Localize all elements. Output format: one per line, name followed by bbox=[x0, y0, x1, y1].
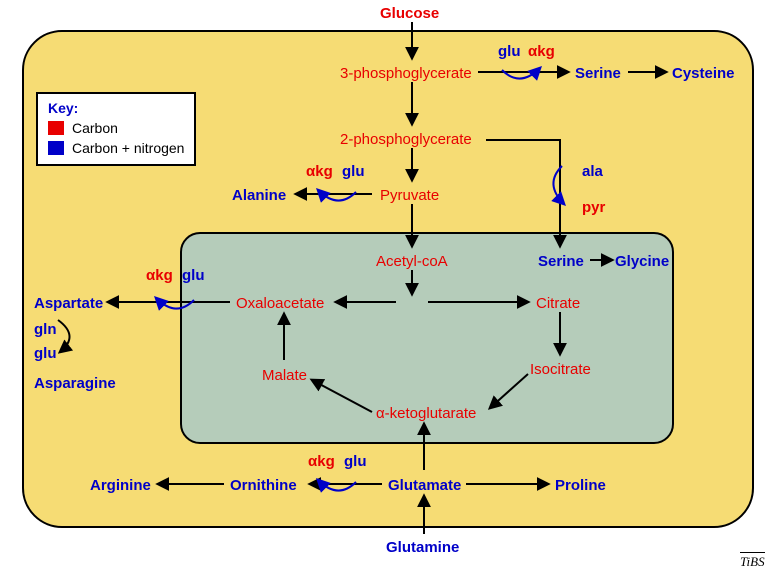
node-oaa: Oxaloacetate bbox=[236, 296, 324, 311]
node-gln: gln bbox=[34, 322, 57, 337]
node-malate: Malate bbox=[262, 368, 307, 383]
arrow-a11 bbox=[490, 374, 528, 408]
curve-c3 bbox=[553, 166, 564, 204]
legend-label: Carbon bbox=[72, 120, 118, 136]
node-glutamate: Glutamate bbox=[388, 478, 461, 493]
node-ala: ala bbox=[582, 164, 603, 179]
legend-row: Carbon bbox=[48, 120, 184, 136]
diagram-stage: Key: Carbon Carbon + nitrogen Glucose 3-ph… bbox=[0, 0, 780, 570]
arrow-a12 bbox=[312, 380, 372, 412]
node-glycine: Glycine bbox=[615, 254, 669, 269]
node-serine2: Serine bbox=[538, 254, 584, 269]
legend-row: Carbon + nitrogen bbox=[48, 140, 184, 156]
node-pyruvate: Pyruvate bbox=[380, 188, 439, 203]
legend-title: Key: bbox=[48, 100, 184, 116]
node-alanine: Alanine bbox=[232, 188, 286, 203]
curve-c5 bbox=[58, 320, 70, 352]
node-serine1: Serine bbox=[575, 66, 621, 81]
node-acoa: Acetyl-coA bbox=[376, 254, 448, 269]
node-glu2: glu bbox=[342, 164, 365, 179]
node-3pg: 3-phosphoglycerate bbox=[340, 66, 472, 81]
legend-box: Key: Carbon Carbon + nitrogen bbox=[36, 92, 196, 166]
node-glu_s: glu bbox=[34, 346, 57, 361]
node-glu3: glu bbox=[182, 268, 205, 283]
node-citrate: Citrate bbox=[536, 296, 580, 311]
node-akg1: αkg bbox=[528, 44, 555, 59]
node-isocitrate: Isocitrate bbox=[530, 362, 591, 377]
node-akg2: αkg bbox=[306, 164, 333, 179]
node-pyr: pyr bbox=[582, 200, 605, 215]
node-2pg: 2-phosphoglycerate bbox=[340, 132, 472, 147]
curve-c1 bbox=[502, 68, 540, 79]
node-asparagine: Asparagine bbox=[34, 376, 116, 391]
node-glucose: Glucose bbox=[380, 6, 439, 21]
curve-c6 bbox=[318, 480, 356, 491]
node-ornithine: Ornithine bbox=[230, 478, 297, 493]
node-akglut: α-ketoglutarate bbox=[376, 406, 476, 421]
node-glu1: glu bbox=[498, 44, 521, 59]
legend-swatch bbox=[48, 121, 64, 135]
footer-text: TiBS bbox=[740, 554, 765, 569]
node-glu4: glu bbox=[344, 454, 367, 469]
node-glutamine: Glutamine bbox=[386, 540, 459, 555]
node-akg4: αkg bbox=[308, 454, 335, 469]
node-akg3: αkg bbox=[146, 268, 173, 283]
footer-credit: TiBS bbox=[740, 552, 765, 570]
node-arginine: Arginine bbox=[90, 478, 151, 493]
legend-label: Carbon + nitrogen bbox=[72, 140, 184, 156]
node-cysteine: Cysteine bbox=[672, 66, 735, 81]
node-proline: Proline bbox=[555, 478, 606, 493]
legend-swatch bbox=[48, 141, 64, 155]
arrow-e1 bbox=[486, 140, 560, 246]
curve-c4 bbox=[156, 298, 194, 309]
curve-c2 bbox=[318, 190, 356, 201]
node-aspartate: Aspartate bbox=[34, 296, 103, 311]
